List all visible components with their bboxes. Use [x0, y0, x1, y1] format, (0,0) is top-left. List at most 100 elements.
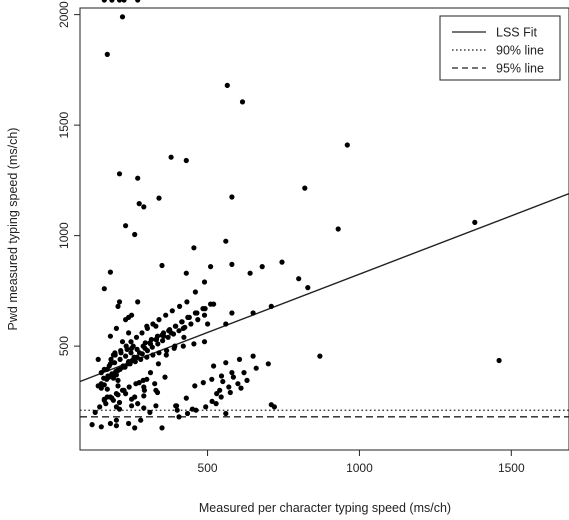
data-point	[163, 312, 169, 318]
data-point	[244, 377, 250, 383]
data-point	[223, 410, 229, 417]
data-point	[140, 343, 146, 349]
data-point	[472, 219, 478, 225]
data-point	[220, 378, 226, 385]
data-point	[194, 310, 200, 316]
data-point	[106, 363, 112, 369]
data-point	[135, 401, 141, 407]
data-point	[113, 423, 119, 429]
data-point	[211, 363, 217, 369]
data-point	[201, 279, 208, 285]
data-point	[156, 195, 162, 201]
data-point	[205, 321, 211, 327]
data-point	[174, 403, 180, 409]
data-point	[147, 340, 153, 346]
data-point	[98, 381, 104, 387]
data-point	[247, 270, 253, 276]
data-point	[154, 389, 161, 396]
data-point	[229, 370, 235, 376]
x-axis-title: Measured per character typing speed (ms/…	[199, 501, 451, 515]
data-point	[218, 373, 225, 379]
data-point	[115, 367, 121, 373]
data-point	[153, 336, 160, 343]
data-point	[118, 348, 124, 354]
data-point	[92, 409, 98, 415]
data-point	[181, 334, 187, 340]
legend-label-90: 90% line	[496, 44, 544, 58]
reference-lines	[79, 192, 569, 418]
data-point	[119, 14, 126, 20]
data-point	[208, 264, 214, 270]
lss-fit-line	[79, 192, 569, 383]
data-point	[156, 350, 162, 356]
legend: LSS Fit 90% line 95% line	[439, 15, 561, 81]
data-point	[176, 414, 182, 420]
data-point	[191, 245, 197, 251]
data-point	[193, 407, 199, 413]
data-point	[195, 317, 201, 323]
data-point	[202, 306, 208, 312]
data-point	[183, 157, 189, 164]
data-point	[229, 310, 235, 316]
data-point	[227, 389, 233, 396]
data-point	[182, 324, 188, 330]
data-point	[203, 404, 209, 410]
data-point	[172, 323, 178, 329]
data-point	[113, 391, 119, 397]
data-point	[117, 356, 123, 362]
y-axis-title: Pwd measured typing speed (ms/ch)	[6, 128, 20, 331]
y-tick-label: 1000	[57, 222, 71, 249]
data-point	[496, 357, 502, 364]
data-point	[132, 231, 138, 238]
data-point	[153, 403, 159, 409]
data-point	[104, 376, 110, 382]
data-point	[230, 374, 236, 380]
data-point	[150, 352, 156, 358]
data-point	[132, 425, 138, 431]
data-point	[126, 359, 132, 365]
data-point	[155, 341, 161, 347]
data-point	[156, 317, 162, 323]
data-point	[176, 328, 182, 334]
data-point	[226, 384, 232, 390]
data-point	[159, 425, 165, 431]
data-point	[119, 339, 126, 345]
data-point	[200, 380, 206, 386]
legend-box	[439, 15, 561, 81]
y-tick-label: 2000	[57, 1, 71, 28]
data-point	[150, 321, 156, 327]
data-point	[123, 223, 129, 229]
data-point	[179, 319, 185, 325]
data-point	[223, 360, 229, 366]
data-point	[184, 299, 190, 305]
data-point	[128, 339, 134, 345]
data-point	[239, 99, 246, 105]
data-point	[211, 301, 217, 307]
data-point	[188, 321, 194, 327]
data-point	[98, 385, 104, 391]
data-point	[229, 261, 235, 267]
data-point	[112, 360, 118, 366]
data-point	[141, 393, 147, 399]
data-point	[223, 321, 229, 327]
data-point	[134, 346, 140, 352]
data-point	[135, 0, 141, 3]
x-tick-label: 1500	[498, 461, 525, 475]
data-point	[213, 401, 219, 407]
data-point	[121, 0, 127, 3]
data-point	[180, 343, 186, 349]
data-point	[141, 405, 147, 411]
data-point	[144, 325, 150, 331]
data-point	[192, 383, 198, 389]
data-point	[116, 406, 123, 412]
x-tick-label: 1000	[346, 461, 373, 475]
data-point	[129, 403, 135, 409]
data-point	[144, 354, 150, 360]
data-point	[250, 310, 256, 316]
data-point	[186, 314, 192, 320]
data-point	[317, 353, 323, 359]
data-point	[162, 374, 168, 380]
data-point	[218, 394, 224, 400]
y-tick-label: 500	[57, 336, 71, 356]
